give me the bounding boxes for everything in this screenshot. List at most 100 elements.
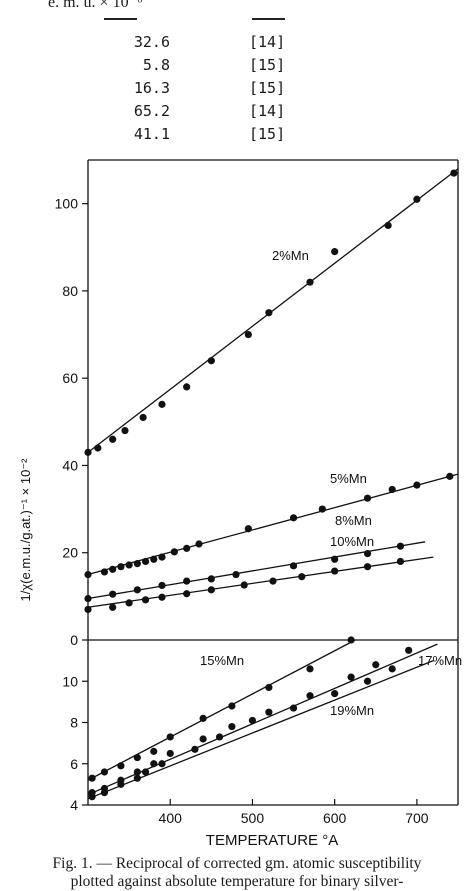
table-value: 41.1 [133,125,170,143]
data-point [199,714,207,722]
data-point [183,383,191,391]
data-point [125,599,133,607]
data-point [150,555,158,563]
data-point [191,745,199,753]
data-point [109,590,117,598]
data-point [207,575,215,583]
data-point [265,683,273,692]
data-point [306,665,314,673]
data-point [269,577,277,585]
data-point [100,568,109,576]
table-row: 5.8 [15] [0,56,474,78]
data-point [183,577,191,585]
data-point [347,673,355,681]
data-point [117,762,125,770]
header-mark: 8 [2,0,7,2]
data-point [183,590,191,598]
data-point [121,426,129,435]
data-point [318,505,326,513]
data-point [141,768,150,776]
series-label: 2%Mn [272,248,309,263]
data-point [141,596,150,604]
data-point [170,548,178,556]
series-label: 10%Mn [330,534,374,549]
data-point [109,435,117,443]
x-tick-label: 700 [405,810,429,826]
data-point [215,733,224,741]
series-label: 17%Mn [418,653,462,668]
data-point [158,400,166,408]
data-point [88,793,96,801]
data-point [331,248,339,256]
data-point [100,768,109,776]
data-point [289,704,298,712]
caption-line-1: Fig. 1. — Reciprocal of corrected gm. at… [52,855,422,872]
table-row: 32.6 [14] [0,33,474,55]
data-point [232,570,240,579]
data-point [298,573,306,581]
data-point [384,221,392,230]
data-point [84,605,92,614]
data-point [133,586,141,594]
table-row: 16.3 [15] [0,79,474,101]
data-point [413,195,421,203]
series-label: 5%Mn [330,471,367,486]
x-tick-label: 500 [241,810,265,826]
column-rule-value [104,18,137,20]
data-point [331,567,339,575]
data-point [265,708,273,716]
data-point [331,690,339,698]
data-point [388,485,396,494]
table-value: 16.3 [133,79,170,97]
data-point [133,560,141,568]
data-point [331,555,339,563]
data-point [289,514,298,522]
susceptibility-chart: 0 20 40 60 80 100 4 6 8 10 400 500 600 700 2%Mn 5%Mn 8%M… [18,159,462,849]
data-point [240,581,248,589]
data-point [166,749,174,758]
data-point [94,444,102,452]
y-tick-label: 20 [62,545,78,561]
column-rule-ref [252,18,285,20]
data-point [109,603,117,611]
data-point [265,309,273,317]
data-point [150,760,158,768]
y-tick-label: 0 [70,632,78,648]
data-point [150,747,158,755]
data-point [158,553,166,561]
table-row: 41.1 [15] [0,125,474,147]
y-tick-label: 60 [62,370,78,386]
table-value: 5.8 [142,56,170,74]
data-point [306,278,314,286]
y-tick-label: 4 [70,797,78,813]
chart-plot-area: 0 20 40 60 80 100 4 6 8 10 400 500 600 700 2%Mn 5%Mn 8%M… [55,159,462,826]
data-point [347,636,355,644]
data-point [133,768,141,776]
data-point [199,735,207,743]
data-point [117,780,125,788]
y-tick-label: 8 [70,715,78,731]
fit-line [87,660,434,800]
table-ref: [14] [249,33,286,51]
data-point [88,774,96,782]
series-label: 15%Mn [200,653,244,668]
x-tick-label: 400 [159,810,183,826]
y-tick-label: 6 [70,756,78,772]
data-point [133,753,141,762]
data-point [388,665,396,673]
data-point [117,563,125,571]
y-axis-label: 1/χ(e.m.u./g.at.)⁻¹ × 10⁻² [18,458,33,602]
data-point [363,494,372,502]
data-point [195,540,203,548]
fit-line [87,639,356,781]
data-point [413,481,421,489]
data-point [289,562,298,570]
data-point [405,646,413,654]
susceptibility-table: 8 e. m. u. × 10⁻⁶ 32.6 [14] 5.8 [15] 16.… [0,0,474,150]
data-point [166,733,174,741]
fit-line [87,473,459,576]
data-point [125,561,133,569]
data-point [158,760,166,768]
data-point [84,448,92,456]
table-ref: [14] [249,102,286,120]
